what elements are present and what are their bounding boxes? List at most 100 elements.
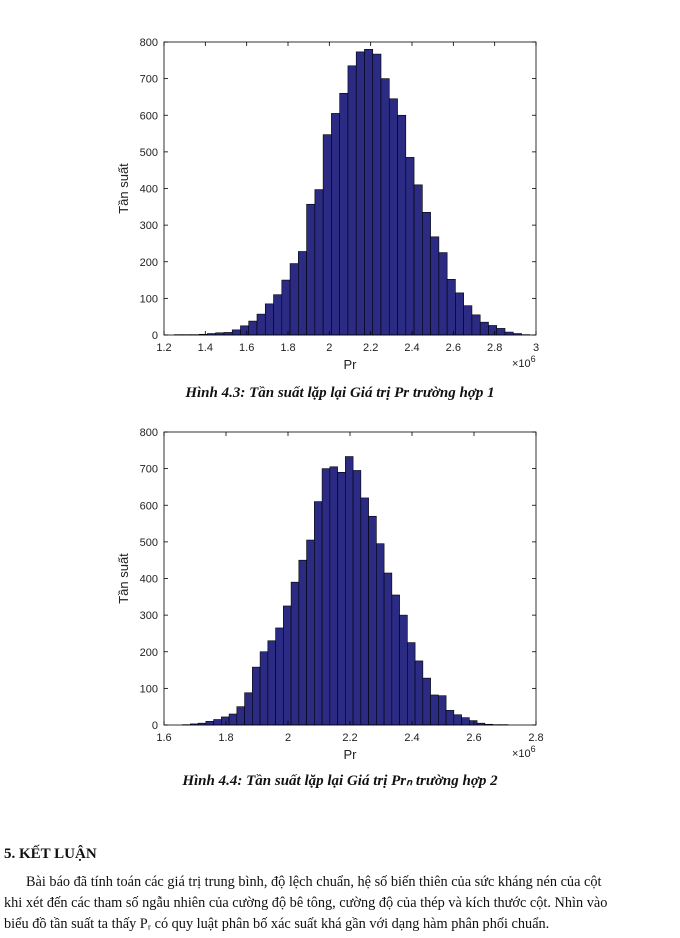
histogram-2-bar-23 (360, 497, 369, 726)
histogram-1-bar-21 (347, 65, 357, 336)
histogram-2-bar-7 (236, 706, 245, 726)
histogram-2-bar-3 (205, 721, 214, 726)
histogram-1-bar-10 (256, 313, 266, 336)
histogram-1-bar-18 (322, 134, 332, 336)
histogram-1-bar-34 (455, 292, 464, 336)
histogram-2-bar-33 (438, 695, 447, 726)
histogram-1-bar-29 (413, 184, 423, 336)
histogram-2-bar-19 (329, 466, 338, 726)
histogram-2-bar-18 (321, 468, 331, 726)
y-tick-label-1-3: 300 (140, 220, 158, 232)
histogram-2-bar-14 (290, 581, 300, 726)
histogram-1-bar-16 (306, 203, 316, 336)
histogram-2-bar-30 (414, 660, 424, 726)
histogram-2-bar-9 (252, 666, 261, 726)
histogram-2-bar-32 (430, 694, 439, 726)
y-tick-label-2-4: 400 (140, 574, 158, 586)
conclusion-line-3: biểu đồ tần suất ta thấy Pᵣ có quy luật … (4, 916, 550, 932)
conclusion-line-1: Bài báo đã tính toán các giá trị trung b… (26, 874, 602, 890)
histogram-1-bar-19 (331, 113, 340, 336)
histogram-2-bar-5 (221, 716, 230, 726)
histogram-2-bar-15 (298, 559, 307, 726)
histogram-1-bar-31 (430, 236, 440, 336)
histogram-2-bar-36 (461, 717, 470, 726)
x-tick-label-1-7: 2.6 (446, 342, 461, 354)
histogram-2-svg: 1.6 1.8 2 2.2 2.4 2.6 2.8 0 100 200 300 400 500 600 70… (116, 427, 544, 762)
x-tick-label-1-8: 2.8 (487, 342, 502, 354)
y-tick-label-1-7: 700 (140, 74, 158, 86)
y-tick-label-2-3: 300 (140, 610, 158, 622)
x-tick-label-1-1: 1.4 (198, 342, 213, 354)
y-tick-label-1-0: 0 (152, 330, 158, 342)
histogram-2-bar-10 (259, 651, 269, 726)
histogram-2-bar-27 (391, 594, 400, 726)
x-tick-label-1-3: 1.8 (280, 342, 295, 354)
histogram-2-bar-13 (283, 605, 292, 726)
x-tick-label-2-6: 2.8 (528, 732, 543, 744)
histogram-1-bar-33 (446, 279, 456, 336)
histogram-2-bar-29 (407, 642, 416, 726)
conclusion-line-2: khi xét đến các tham số ngẫu nhiên của c… (4, 895, 608, 911)
y-tick-label-2-6: 600 (140, 500, 158, 512)
histogram-1-bar-38 (488, 325, 498, 336)
x-tick-label-2-1: 1.8 (218, 732, 233, 744)
x-axis-multiplier-1: ×106 (512, 354, 536, 370)
histogram-2-bar-11 (267, 640, 276, 726)
histogram-2-bar-26 (383, 572, 393, 726)
histogram-2-bar-24 (368, 515, 377, 726)
x-tick-label-2-0: 1.6 (156, 732, 171, 744)
histogram-2-bar-34 (445, 710, 455, 726)
x-tick-label-1-2: 1.6 (239, 342, 254, 354)
histogram-1-bar-25 (380, 78, 390, 336)
y-tick-label-2-8: 800 (140, 427, 158, 439)
x-tick-label-2-3: 2.2 (342, 732, 357, 744)
y-tick-label-2-5: 500 (140, 537, 158, 549)
y-tick-label-2-1: 100 (140, 683, 158, 695)
histogram-2-bar-21 (345, 456, 354, 726)
x-tick-label-1-9: 3 (533, 342, 539, 354)
x-axis-label-2: Pr (344, 747, 358, 762)
histogram-1-bar-22 (355, 51, 365, 336)
y-tick-label-1-8: 800 (140, 37, 158, 49)
y-tick-label-1-4: 400 (140, 184, 158, 196)
x-tick-label-2-5: 2.6 (466, 732, 481, 744)
histogram-1-svg: 1.2 1.4 1.6 1.8 2 2.2 2.4 2.6 2.8 3 0 100 200 300 400 5… (116, 37, 539, 372)
y-tick-label-1-1: 100 (140, 293, 158, 305)
histogram-2-bar-31 (422, 677, 431, 726)
y-tick-label-2-2: 200 (140, 647, 158, 659)
histogram-1-bar-24 (372, 53, 382, 336)
histogram-2-bar-6 (228, 713, 238, 726)
histogram-1-bar-23 (364, 49, 374, 336)
y-tick-label-1-5: 500 (140, 147, 158, 159)
y-tick-label-1-2: 200 (140, 257, 158, 269)
histogram-2-bar-8 (244, 692, 253, 726)
x-tick-label-2-4: 2.4 (404, 732, 419, 744)
histogram-2-bar-37 (469, 720, 478, 726)
x-tick-label-1-6: 2.4 (404, 342, 419, 354)
histogram-1-bar-28 (405, 157, 415, 336)
conclusion-paragraph: Bài báo đã tính toán các giá trị trung b… (4, 872, 680, 935)
histogram-2-bar-17 (314, 501, 323, 726)
histogram-2-bar-12 (275, 627, 284, 726)
histogram-1-bar-17 (314, 189, 324, 336)
histogram-1-bar-8 (240, 325, 250, 336)
x-tick-label-1-5: 2.2 (363, 342, 378, 354)
x-axis-label-1: Pr (344, 357, 358, 372)
histogram-1-bar-15 (298, 251, 307, 336)
histogram-2-bar-35 (453, 714, 462, 726)
histogram-1-bar-30 (422, 212, 431, 336)
histogram-1-bar-40 (504, 331, 514, 336)
histogram-1-bar-7 (231, 329, 241, 336)
histogram-1-bar-12 (273, 294, 283, 336)
y-tick-label-1-6: 600 (140, 110, 158, 122)
histogram-2-bar-28 (399, 614, 408, 726)
x-axis-multiplier-2: ×106 (512, 744, 536, 760)
y-tick-label-2-0: 0 (152, 720, 158, 732)
y-axis-label-2: Tần suất (116, 553, 131, 604)
histogram-1-bar-13 (281, 279, 291, 336)
histogram-2-bar-25 (376, 543, 385, 726)
x-tick-label-2-2: 2 (285, 732, 291, 744)
histogram-1-bar-9 (248, 320, 258, 336)
histogram-chart-1: 1.2 1.4 1.6 1.8 2 2.2 2.4 2.6 2.8 3 0 100 200 300 400 5… (100, 32, 560, 377)
histogram-1-bar-35 (463, 305, 473, 336)
